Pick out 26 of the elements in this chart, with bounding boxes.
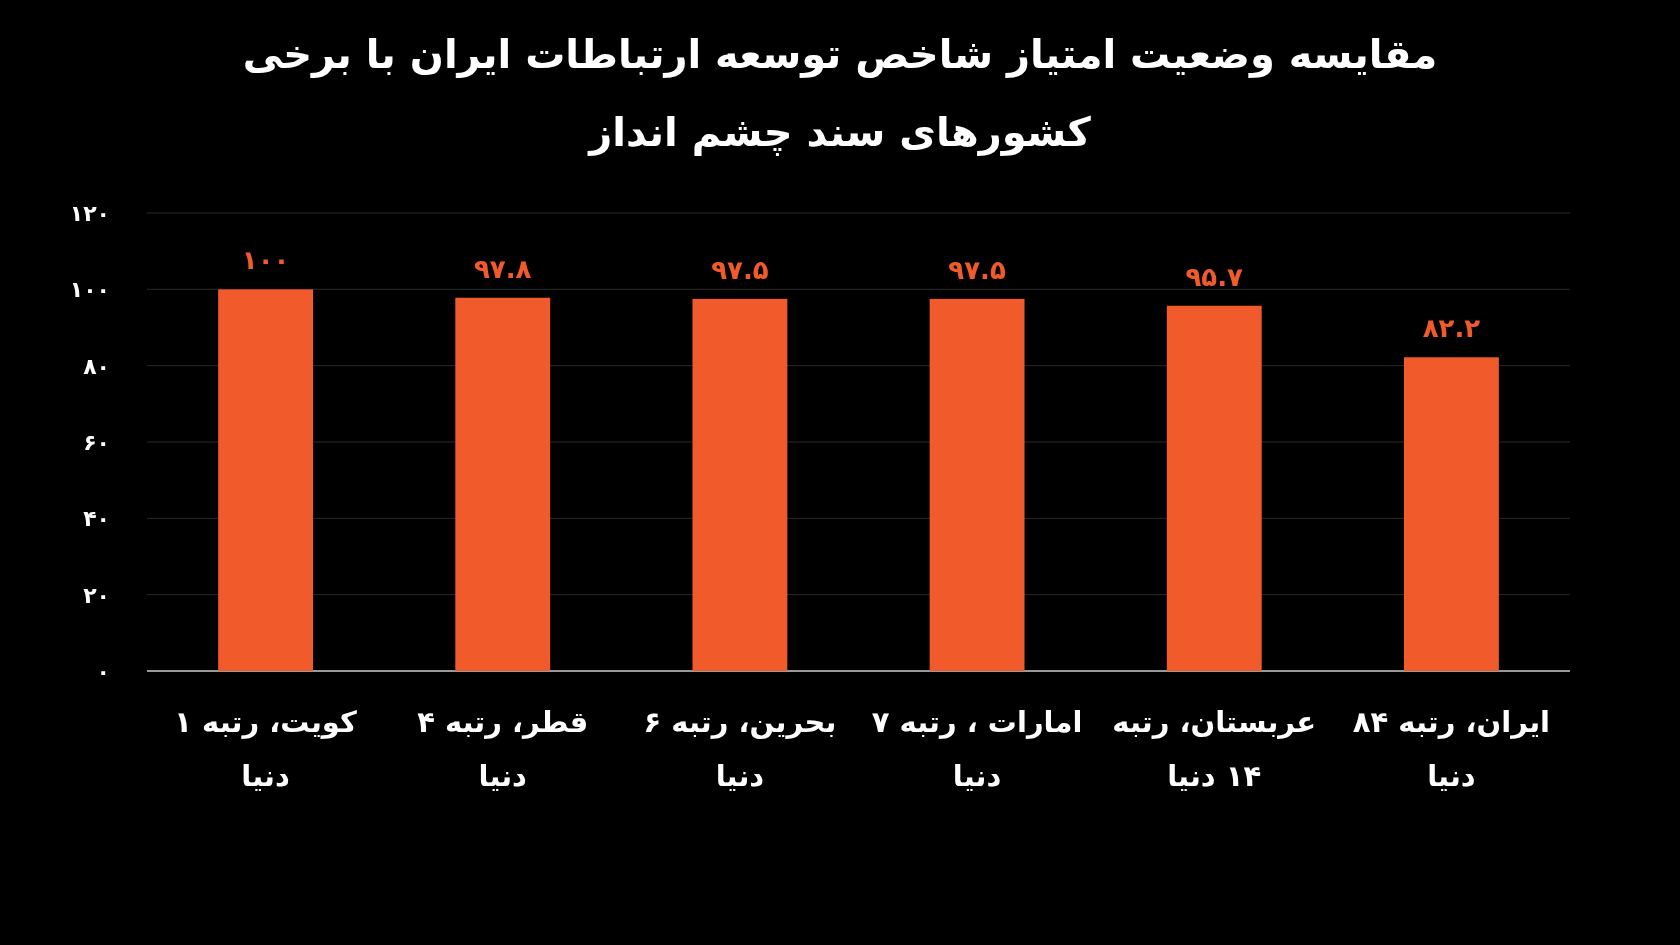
data-label: ۸۲.۲ [1422,313,1481,344]
data-label: ۹۷.۵ [711,254,769,285]
x-tick-label: امارات ، رتبه ۷ دنیا [871,705,1083,793]
x-tick-label: کویت، رتبه ۱ دنیا [174,705,357,793]
data-label: ۱۰۰ [241,245,290,276]
x-tick-label: ایران، رتبه ۸۴ دنیا [1352,705,1551,793]
y-tick-label: ۴۰ [83,506,110,532]
y-tick-label: ۱۲۰ [69,201,110,226]
bar [929,298,1025,671]
x-tick-label: قطر، رتبه ۴ دنیا [417,705,589,793]
x-tick-label: بحرین، رتبه ۶ دنیا [643,705,837,793]
data-label: ۹۷.۵ [948,254,1006,285]
data-label: ۹۵.۷ [1185,261,1244,292]
x-tick-label: عربستان، رتبه ۱۴ دنیا [1112,705,1317,793]
y-tick-label: ۸۰ [83,353,110,379]
bar [455,297,551,671]
bar [1166,305,1262,671]
y-tick-label: ۰ [96,659,110,684]
chart-title: مقایسه وضعیت امتیاز شاخص توسعه ارتباطات ایران با برخی کشورهای سند چشم انداز [242,31,1438,156]
y-tick-label: ۲۰ [83,582,110,608]
y-tick-label: ۶۰ [83,430,110,455]
y-tick-label: ۱۰۰ [69,277,110,303]
bar [692,298,788,671]
bar [218,289,314,671]
data-label: ۹۷.۸ [474,253,532,284]
bar [1403,357,1499,671]
